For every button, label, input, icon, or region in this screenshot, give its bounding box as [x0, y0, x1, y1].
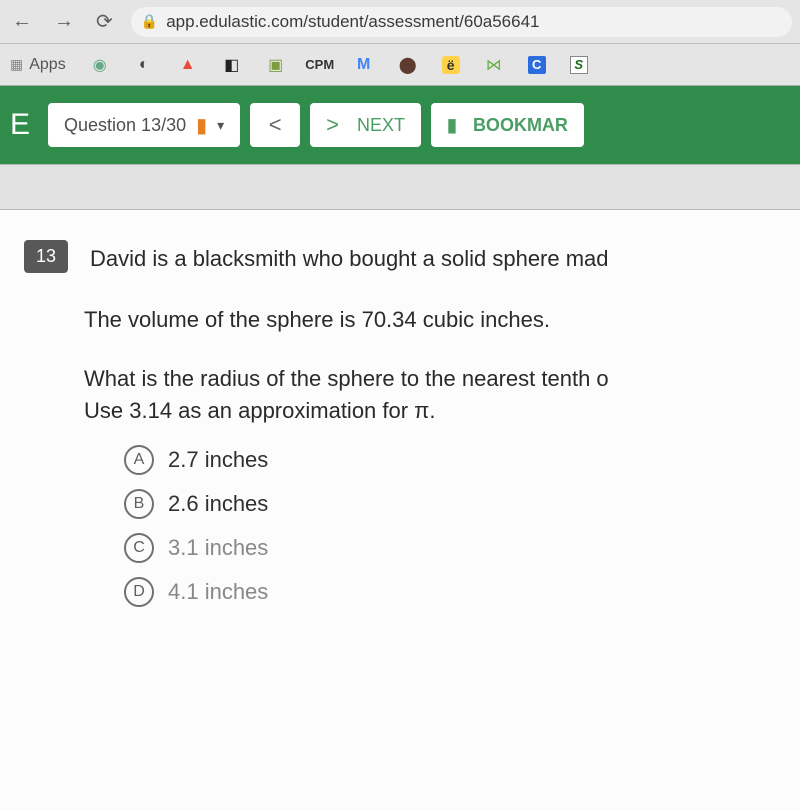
- bookmark-icon-9[interactable]: ë: [442, 56, 460, 74]
- option-d[interactable]: D 4.1 inches: [124, 577, 776, 607]
- question-number-badge: 13: [24, 240, 68, 273]
- app-toolbar: E Question 13/30 ▮ ▾ < > NEXT ▮ BOOKMAR: [0, 86, 800, 164]
- prev-arrow-icon: <: [269, 112, 282, 138]
- browser-nav-bar: ← → ⟳ 🔒 app.edulastic.com/student/assess…: [0, 0, 800, 44]
- app-logo: E: [10, 108, 38, 142]
- bookmark-icon-1[interactable]: ◉: [90, 55, 110, 75]
- apps-label: Apps: [29, 56, 65, 74]
- divider: [0, 164, 800, 210]
- bookmark-button[interactable]: ▮ BOOKMAR: [431, 103, 584, 147]
- option-text-c: 3.1 inches: [168, 535, 268, 561]
- next-arrow-icon: >: [326, 112, 339, 138]
- url-bar[interactable]: 🔒 app.edulastic.com/student/assessment/6…: [131, 7, 792, 37]
- lock-icon: 🔒: [141, 13, 158, 30]
- bookmark-icon-12[interactable]: S: [570, 56, 588, 74]
- bookmarks-bar: ▦ Apps ◉ ◐ ▲ ◧ ▣ CPM M ⬤ ë ⋈ C S: [0, 44, 800, 86]
- option-letter-d: D: [124, 577, 154, 607]
- option-b[interactable]: B 2.6 inches: [124, 489, 776, 519]
- bookmark-icon-5[interactable]: ▣: [266, 55, 286, 75]
- bookmark-icon-8[interactable]: ⬤: [398, 55, 418, 75]
- question-counter-button[interactable]: Question 13/30 ▮ ▾: [48, 103, 240, 147]
- bookmark-icon-2[interactable]: ◐: [134, 55, 154, 75]
- answer-options: A 2.7 inches B 2.6 inches C 3.1 inches D…: [124, 445, 776, 607]
- question-intro-text: David is a blacksmith who bought a solid…: [90, 240, 609, 275]
- option-text-a: 2.7 inches: [168, 447, 268, 473]
- reload-icon[interactable]: ⟳: [92, 9, 117, 34]
- bookmark-icon-3[interactable]: ▲: [178, 55, 198, 75]
- bookmark-icon-gmail[interactable]: M: [354, 55, 374, 75]
- apps-grid-icon: ▦: [10, 56, 23, 73]
- option-a[interactable]: A 2.7 inches: [124, 445, 776, 475]
- option-text-b: 2.6 inches: [168, 491, 268, 517]
- bookmark-ribbon-icon: ▮: [447, 115, 457, 136]
- prev-button[interactable]: <: [250, 103, 300, 147]
- prompt-line-1: What is the radius of the sphere to the …: [84, 366, 609, 391]
- bookmark-label: BOOKMAR: [473, 115, 568, 136]
- option-c[interactable]: C 3.1 inches: [124, 533, 776, 563]
- prompt-line-2: Use 3.14 as an approximation for π.: [84, 398, 435, 423]
- back-icon[interactable]: ←: [8, 10, 36, 33]
- url-text: app.edulastic.com/student/assessment/60a…: [166, 12, 539, 32]
- apps-button[interactable]: ▦ Apps: [10, 56, 66, 74]
- next-button[interactable]: > NEXT: [310, 103, 421, 147]
- question-content: 13 David is a blacksmith who bought a so…: [0, 210, 800, 810]
- question-prompt: What is the radius of the sphere to the …: [84, 363, 776, 427]
- option-letter-a: A: [124, 445, 154, 475]
- bookmark-icon-4[interactable]: ◧: [222, 55, 242, 75]
- option-letter-c: C: [124, 533, 154, 563]
- chevron-down-icon: ▾: [217, 117, 224, 134]
- forward-icon[interactable]: →: [50, 10, 78, 33]
- flag-icon: ▮: [196, 113, 207, 138]
- next-label: NEXT: [357, 115, 405, 136]
- option-letter-b: B: [124, 489, 154, 519]
- option-text-d: 4.1 inches: [168, 579, 268, 605]
- bookmark-icon-6[interactable]: CPM: [310, 55, 330, 75]
- question-stem: The volume of the sphere is 70.34 cubic …: [84, 307, 776, 333]
- question-counter-label: Question 13/30: [64, 115, 186, 136]
- question-header-row: 13 David is a blacksmith who bought a so…: [24, 240, 776, 275]
- bookmark-icon-11[interactable]: C: [528, 56, 546, 74]
- bookmark-icon-10[interactable]: ⋈: [484, 55, 504, 75]
